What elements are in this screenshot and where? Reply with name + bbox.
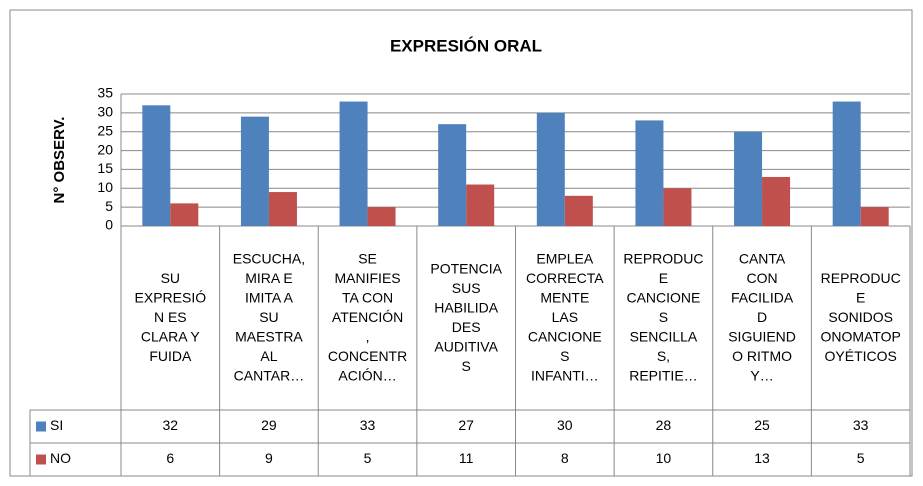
x-tick-label: SU EXPRESIÓ N ES CLARA Y FUIDA	[135, 270, 207, 364]
bar	[438, 124, 467, 226]
x-tick-label: EMPLEA CORRECTA MENTE LAS CANCIONE S INFANTI…	[526, 250, 604, 383]
chart-border	[9, 9, 913, 477]
y-tick-label: 15	[97, 160, 113, 176]
bar	[367, 207, 396, 226]
table-value: 28	[656, 417, 672, 433]
bar	[170, 203, 199, 226]
table-value: 9	[265, 450, 273, 466]
table-value: 6	[166, 450, 174, 466]
bar	[240, 116, 269, 226]
bar	[663, 188, 692, 226]
y-tick-label: 35	[97, 85, 113, 101]
chart-title: EXPRESIÓN ORAL	[390, 36, 542, 55]
legend-label: SI	[50, 417, 63, 433]
bar	[860, 207, 889, 226]
bar	[142, 105, 171, 226]
bar	[466, 184, 495, 226]
table-value: 8	[561, 450, 569, 466]
legend-key	[36, 421, 46, 432]
bar	[734, 131, 763, 226]
x-tick-label: CANTA CON FACILIDA D SIGUIEND O RITMO Y…	[728, 250, 796, 383]
x-tick-label: POTENCIA SUS HABILIDA DES AUDITIVA S	[430, 260, 502, 374]
y-tick-label: 30	[97, 104, 113, 120]
table-value: 33	[853, 417, 869, 433]
x-tick-label: SE MANIFIES TA CON ATENCIÓN, CONCENTR ACIÓN…	[328, 250, 407, 383]
bar	[564, 195, 593, 226]
table-value: 27	[458, 417, 474, 433]
x-tick-label: ESCUCHA, MIRA E IMITA A SU MAESTRA AL CANTAR…	[233, 250, 305, 383]
bar	[635, 120, 664, 226]
bar	[339, 101, 368, 226]
table-value: 32	[163, 417, 179, 433]
table-value: 29	[261, 417, 277, 433]
x-tick-label: REPRODUC E SONIDOS ONOMATOP OYÉTICOS	[820, 270, 900, 364]
y-axis-label: N° OBSERV.	[51, 117, 68, 204]
bar	[536, 112, 565, 226]
y-tick-label: 20	[97, 141, 113, 157]
table-value: 33	[360, 417, 376, 433]
bar	[832, 101, 861, 226]
table-value: 5	[364, 450, 372, 466]
y-tick-label: 25	[97, 122, 113, 138]
bar	[762, 176, 791, 226]
legend-label: NO	[50, 450, 71, 466]
y-tick-label: 0	[105, 217, 113, 233]
x-tick-label: REPRODUC E CANCIONE S SENCILLA S, REPITIE…	[623, 250, 703, 383]
y-tick-label: 5	[105, 198, 113, 214]
y-tick-label: 10	[97, 179, 113, 195]
table-value: 11	[459, 450, 474, 466]
table-value: 5	[857, 450, 865, 466]
table-value: 10	[656, 450, 672, 466]
bar	[268, 192, 297, 226]
legend-key	[36, 454, 46, 465]
table-value: 30	[557, 417, 573, 433]
table-value: 25	[754, 417, 770, 433]
table-value: 13	[754, 450, 770, 466]
